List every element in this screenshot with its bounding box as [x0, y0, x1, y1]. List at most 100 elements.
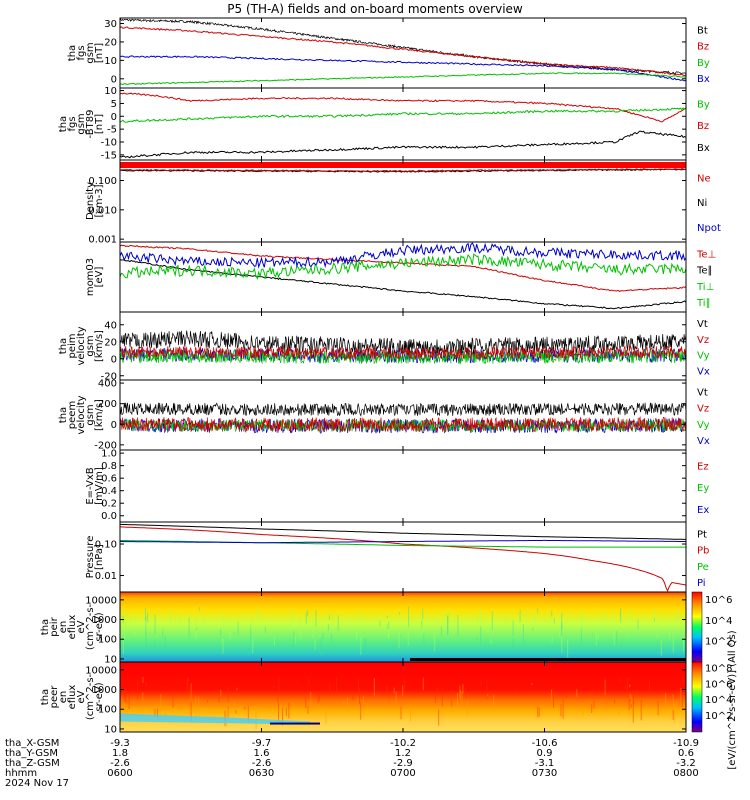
spectrogram-texture [293, 631, 295, 649]
spectrogram-texture [493, 695, 495, 711]
legend-entry: Vt [697, 387, 708, 398]
spectrogram-texture [674, 704, 676, 724]
colorbar-tick-label: 10^2 [705, 711, 732, 722]
y-tick-label: 1000 [92, 685, 117, 696]
legend-entry: Vx [697, 436, 710, 447]
spectrogram-texture [227, 687, 229, 702]
spectrogram-texture [421, 620, 423, 628]
spectrogram-texture [490, 638, 492, 645]
spectrogram-texture [668, 623, 670, 641]
spectrogram-texture [448, 611, 450, 623]
y-axis-label: [nT] [94, 43, 105, 63]
spectrogram-texture [307, 705, 309, 714]
x-axis-tick-value: -3.1 [535, 758, 555, 769]
y-axis-label: velocity [76, 326, 87, 365]
y-axis-label: eV [76, 620, 87, 633]
spectrogram-texture [473, 632, 475, 634]
y-tick-label: 0 [111, 112, 117, 123]
spectrogram-texture [177, 610, 179, 611]
y-axis-label: en [58, 691, 69, 704]
spectrogram-texture [223, 615, 225, 629]
series-te [119, 259, 687, 310]
spectrogram-texture [360, 636, 362, 655]
spectrogram-texture [614, 699, 616, 704]
low-energy-band [120, 713, 310, 725]
spectrogram-texture [441, 689, 443, 707]
series-by [119, 55, 687, 82]
spectrogram-texture [488, 607, 490, 609]
y-axis-label: peim [67, 333, 78, 358]
legend-entry: Ey [697, 483, 709, 494]
spectrogram-texture [553, 617, 555, 624]
legend-entry: Pi [697, 578, 706, 589]
y-tick-label: -10 [101, 138, 117, 149]
spectrogram-texture [323, 694, 325, 696]
spectrogram-texture [531, 682, 533, 685]
spectrogram-texture [145, 681, 147, 687]
y-tick-label: 0 [111, 420, 117, 431]
x-axis-tick-value: -9.3 [110, 738, 130, 749]
series-bz [119, 26, 687, 77]
spectrogram-texture [451, 689, 453, 694]
spectrogram-texture [402, 685, 404, 696]
spectrogram-texture [222, 634, 224, 654]
spectrogram [120, 592, 686, 662]
spectrogram-texture [294, 633, 296, 644]
legend-entry: By [697, 58, 710, 69]
spectrogram-texture [221, 638, 223, 643]
spectrogram-texture [682, 676, 684, 685]
spectrogram-texture [328, 615, 330, 620]
spectrogram-texture [188, 617, 190, 638]
spectrogram-texture [619, 613, 621, 616]
spectrogram-texture [678, 610, 680, 620]
y-axis-label: gsm [76, 113, 87, 134]
spectrogram-texture [551, 610, 553, 617]
spectrogram-texture [591, 634, 593, 637]
spectrogram-texture [223, 636, 225, 639]
spectrogram-texture [273, 685, 275, 689]
spectrogram-texture [356, 632, 358, 640]
spectrogram-texture [198, 708, 200, 717]
spectrogram-texture [565, 694, 567, 698]
x-axis-tick-value: 0800 [673, 768, 698, 779]
spectrogram-texture [236, 687, 238, 691]
y-tick-label: 0.8 [101, 461, 117, 472]
x-axis-tick-value: 0630 [249, 768, 274, 779]
spectrogram-texture [604, 612, 605, 621]
series-bt [119, 17, 687, 75]
spectrogram-texture [142, 692, 144, 701]
spectrogram-texture [196, 627, 198, 630]
spectrogram-texture [125, 694, 127, 703]
spectrogram-texture [227, 706, 229, 718]
legend-entry: Vy [697, 351, 710, 362]
x-axis-tick-value: 0730 [532, 768, 557, 779]
spectrogram-texture [395, 691, 397, 703]
spectrogram-texture [393, 687, 395, 693]
spectrogram-texture [616, 631, 618, 645]
spectrogram-texture [613, 624, 615, 646]
y-tick-label: 0.010 [88, 205, 117, 216]
y-tick-label: 10000 [85, 595, 117, 606]
spectrogram-texture [181, 707, 183, 709]
spectrogram-texture [553, 688, 554, 708]
low-energy-gap [410, 658, 686, 661]
spectrogram-texture [244, 706, 246, 710]
spectrogram-texture [597, 624, 599, 627]
spectrogram-texture [399, 612, 400, 615]
y-axis-label: tha [58, 407, 69, 423]
spectrogram-texture [591, 704, 593, 713]
y-axis-label: [mV/m] [94, 467, 105, 505]
y-axis-label: tha [40, 619, 51, 635]
spectrogram-texture [195, 621, 197, 639]
spectrogram-texture [629, 608, 631, 620]
spectrogram-texture [134, 630, 136, 635]
spectrogram-texture [247, 705, 249, 722]
spectrogram-texture [317, 693, 319, 704]
spectrogram-texture [398, 631, 400, 649]
spectrogram-texture [632, 701, 634, 723]
y-axis-label: eV [76, 690, 87, 703]
spectrogram-texture [440, 626, 442, 636]
spectrogram-texture [124, 703, 126, 714]
y-axis-label: [km/s] [94, 399, 105, 431]
